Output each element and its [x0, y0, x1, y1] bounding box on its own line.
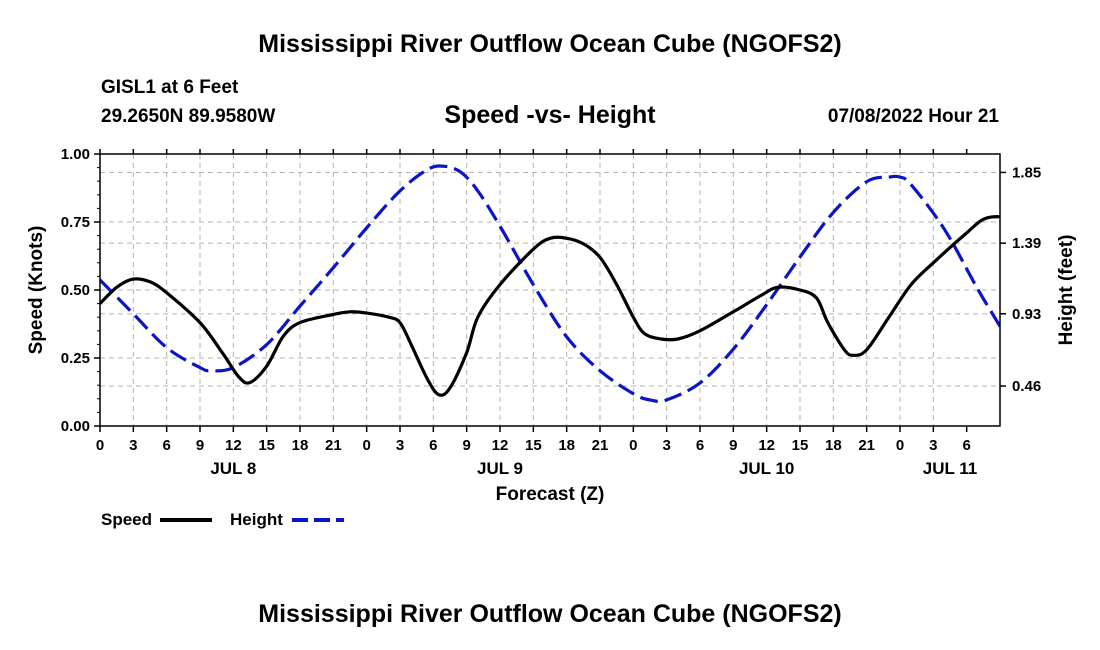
y-axis-right-label: Height (feet)	[1056, 235, 1077, 346]
x-tick-label: 6	[162, 437, 170, 454]
y-tick-label-left: 1.00	[61, 146, 90, 163]
x-tick-label: 3	[929, 437, 937, 454]
x-tick-label: 21	[325, 437, 342, 454]
x-tick-label: 6	[962, 437, 970, 454]
x-tick-label: 18	[558, 437, 575, 454]
legend-height-label: Height	[230, 510, 283, 529]
x-tick-label: 6	[429, 437, 437, 454]
x-tick-label: 12	[758, 437, 775, 454]
chart-title-repeat: Mississippi River Outflow Ocean Cube (NG…	[258, 600, 842, 628]
y-tick-label-left: 0.00	[61, 418, 90, 435]
x-tick-label: 15	[258, 437, 275, 454]
x-tick-label: 21	[592, 437, 609, 454]
x-tick-label: 0	[896, 437, 904, 454]
y-tick-label-left: 0.50	[61, 282, 90, 299]
date-label: JUL 11	[923, 459, 978, 478]
x-tick-label: 15	[792, 437, 809, 454]
x-tick-label: 3	[129, 437, 137, 454]
speed-series-line	[100, 215, 1000, 397]
y-tick-label-left: 0.25	[61, 350, 90, 367]
x-tick-label: 21	[858, 437, 875, 454]
legend-speed-label: Speed	[101, 510, 152, 529]
chart-title: Mississippi River Outflow Ocean Cube (NG…	[258, 30, 842, 58]
x-tick-label: 3	[662, 437, 670, 454]
date-label: JUL 8	[210, 459, 256, 478]
x-tick-label: 18	[292, 437, 309, 454]
legend: Speed Height	[101, 510, 344, 529]
x-tick-label: 15	[525, 437, 542, 454]
x-tick-label: 12	[225, 437, 242, 454]
x-tick-label: 0	[362, 437, 370, 454]
x-tick-label: 0	[629, 437, 637, 454]
station-coordinates: 29.2650N 89.9580W	[101, 106, 276, 127]
y-tick-label-right: 0.93	[1012, 306, 1041, 323]
x-tick-label: 3	[396, 437, 404, 454]
x-tick-label: 9	[196, 437, 204, 454]
y-tick-label-right: 1.85	[1012, 164, 1041, 181]
height-series-line	[100, 164, 1000, 403]
chart-subtitle: Speed -vs- Height	[444, 101, 656, 129]
date-label: JUL 9	[477, 459, 523, 478]
x-tick-label: 9	[729, 437, 737, 454]
x-axis-label: Forecast (Z)	[496, 484, 605, 505]
y-tick-label-right: 1.39	[1012, 235, 1041, 252]
x-tick-label: 9	[462, 437, 470, 454]
date-label: JUL 10	[739, 459, 794, 478]
y-axis-left-label: Speed (Knots)	[26, 226, 47, 355]
x-tick-label: 12	[492, 437, 509, 454]
grid-lines	[100, 154, 1000, 426]
forecast-datetime: 07/08/2022 Hour 21	[827, 106, 999, 127]
y-tick-label-left: 0.75	[61, 214, 90, 231]
x-tick-label: 6	[696, 437, 704, 454]
x-tick-label: 0	[96, 437, 104, 454]
x-tick-label: 18	[825, 437, 842, 454]
station-label: GISL1 at 6 Feet	[101, 77, 239, 98]
y-tick-label-right: 0.46	[1012, 378, 1041, 395]
